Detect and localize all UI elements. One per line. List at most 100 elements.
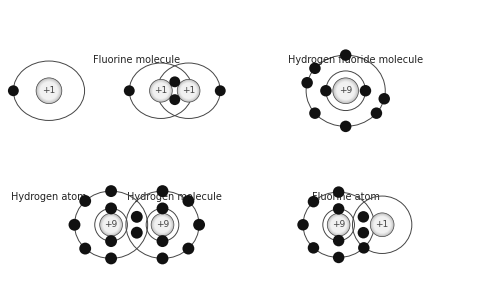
Text: Hydrogen fluoride molecule: Hydrogen fluoride molecule	[288, 55, 423, 65]
Circle shape	[39, 81, 59, 100]
Text: +1: +1	[42, 86, 56, 95]
Text: Hydrogen molecule: Hydrogen molecule	[127, 192, 222, 202]
Circle shape	[308, 242, 319, 254]
Circle shape	[150, 80, 172, 102]
Circle shape	[333, 252, 344, 263]
Circle shape	[372, 214, 393, 236]
Circle shape	[102, 216, 120, 234]
Circle shape	[39, 81, 59, 101]
Circle shape	[336, 82, 355, 100]
Circle shape	[153, 215, 172, 234]
Circle shape	[336, 81, 355, 100]
Circle shape	[151, 213, 174, 236]
Circle shape	[169, 76, 180, 87]
Circle shape	[358, 211, 369, 222]
Circle shape	[36, 78, 61, 103]
Circle shape	[37, 79, 60, 103]
Circle shape	[358, 227, 369, 238]
Circle shape	[330, 216, 348, 234]
Circle shape	[101, 215, 121, 235]
Circle shape	[360, 85, 371, 96]
Circle shape	[155, 217, 170, 233]
Circle shape	[153, 215, 172, 235]
Circle shape	[152, 81, 170, 100]
Circle shape	[328, 214, 349, 235]
Circle shape	[151, 80, 171, 101]
Circle shape	[182, 195, 194, 207]
Circle shape	[374, 217, 390, 233]
Circle shape	[180, 82, 197, 99]
Text: Hydrogen atom: Hydrogen atom	[11, 192, 87, 202]
Circle shape	[153, 82, 169, 99]
Circle shape	[340, 49, 351, 61]
Circle shape	[154, 216, 171, 234]
Circle shape	[309, 63, 321, 74]
Text: Fluorine molecule: Fluorine molecule	[93, 55, 180, 65]
Circle shape	[156, 185, 168, 197]
Circle shape	[8, 85, 19, 96]
Text: +9: +9	[332, 220, 345, 229]
Circle shape	[179, 81, 198, 100]
Circle shape	[150, 79, 172, 102]
Circle shape	[69, 219, 81, 231]
Circle shape	[152, 214, 173, 235]
Text: +9: +9	[339, 86, 352, 95]
Circle shape	[36, 78, 62, 103]
Circle shape	[309, 107, 321, 119]
Circle shape	[182, 243, 194, 255]
Circle shape	[152, 214, 173, 236]
Circle shape	[156, 252, 168, 264]
Circle shape	[329, 215, 348, 235]
Text: +9: +9	[105, 220, 118, 229]
Circle shape	[152, 82, 170, 100]
Circle shape	[178, 80, 199, 101]
Circle shape	[373, 216, 391, 233]
Text: +1: +1	[182, 86, 195, 95]
Text: +1: +1	[375, 220, 389, 229]
Circle shape	[103, 217, 119, 233]
Circle shape	[371, 213, 394, 236]
Circle shape	[379, 93, 390, 105]
Circle shape	[102, 215, 120, 234]
Circle shape	[336, 81, 356, 101]
Text: Fluorine atom: Fluorine atom	[312, 192, 380, 202]
Circle shape	[335, 80, 357, 102]
Circle shape	[320, 85, 332, 96]
Circle shape	[373, 215, 392, 234]
Circle shape	[100, 213, 122, 236]
Circle shape	[329, 215, 348, 234]
Circle shape	[333, 78, 359, 103]
Circle shape	[372, 214, 393, 235]
Circle shape	[372, 215, 392, 235]
Circle shape	[79, 195, 91, 207]
Circle shape	[101, 214, 121, 235]
Circle shape	[169, 94, 180, 105]
Circle shape	[340, 121, 351, 132]
Circle shape	[105, 235, 117, 247]
Circle shape	[131, 211, 143, 223]
Circle shape	[151, 81, 171, 101]
Circle shape	[105, 185, 117, 197]
Circle shape	[178, 80, 200, 102]
Circle shape	[193, 219, 205, 231]
Circle shape	[153, 83, 169, 99]
Circle shape	[308, 196, 319, 207]
Circle shape	[40, 82, 58, 100]
Circle shape	[371, 107, 382, 119]
Circle shape	[334, 78, 358, 103]
Circle shape	[103, 216, 120, 233]
Circle shape	[334, 79, 358, 103]
Circle shape	[131, 227, 143, 239]
Circle shape	[79, 243, 91, 255]
Circle shape	[38, 80, 60, 102]
Circle shape	[156, 202, 168, 214]
Circle shape	[358, 242, 370, 254]
Circle shape	[335, 80, 356, 102]
Circle shape	[370, 213, 394, 237]
Circle shape	[333, 186, 344, 198]
Circle shape	[154, 216, 171, 233]
Circle shape	[124, 85, 135, 96]
Circle shape	[105, 252, 117, 264]
Circle shape	[180, 82, 198, 100]
Text: +1: +1	[154, 86, 168, 95]
